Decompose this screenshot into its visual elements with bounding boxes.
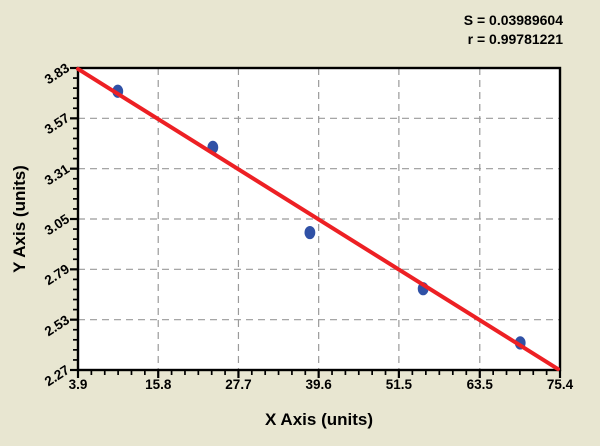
x-tick-label: 39.6 [305, 377, 332, 392]
stats-block: S = 0.03989604 r = 0.99781221 [464, 11, 563, 49]
s-value-label: S = 0.03989604 [463, 12, 563, 28]
x-tick-label: 51.5 [385, 377, 413, 392]
x-tick-label: 3.9 [68, 377, 88, 392]
y-axis-title: Y Axis (units) [10, 165, 29, 273]
data-point [304, 225, 316, 240]
x-tick-label: 75.4 [546, 377, 574, 392]
x-tick-label: 63.5 [466, 377, 493, 392]
x-axis-title: X Axis (units) [265, 410, 373, 429]
r-value-label: r = 0.99781221 [467, 31, 563, 47]
x-tick-label: 27.7 [225, 377, 252, 392]
x-tick-label: 15.8 [145, 377, 172, 392]
regression-line [76, 66, 560, 372]
